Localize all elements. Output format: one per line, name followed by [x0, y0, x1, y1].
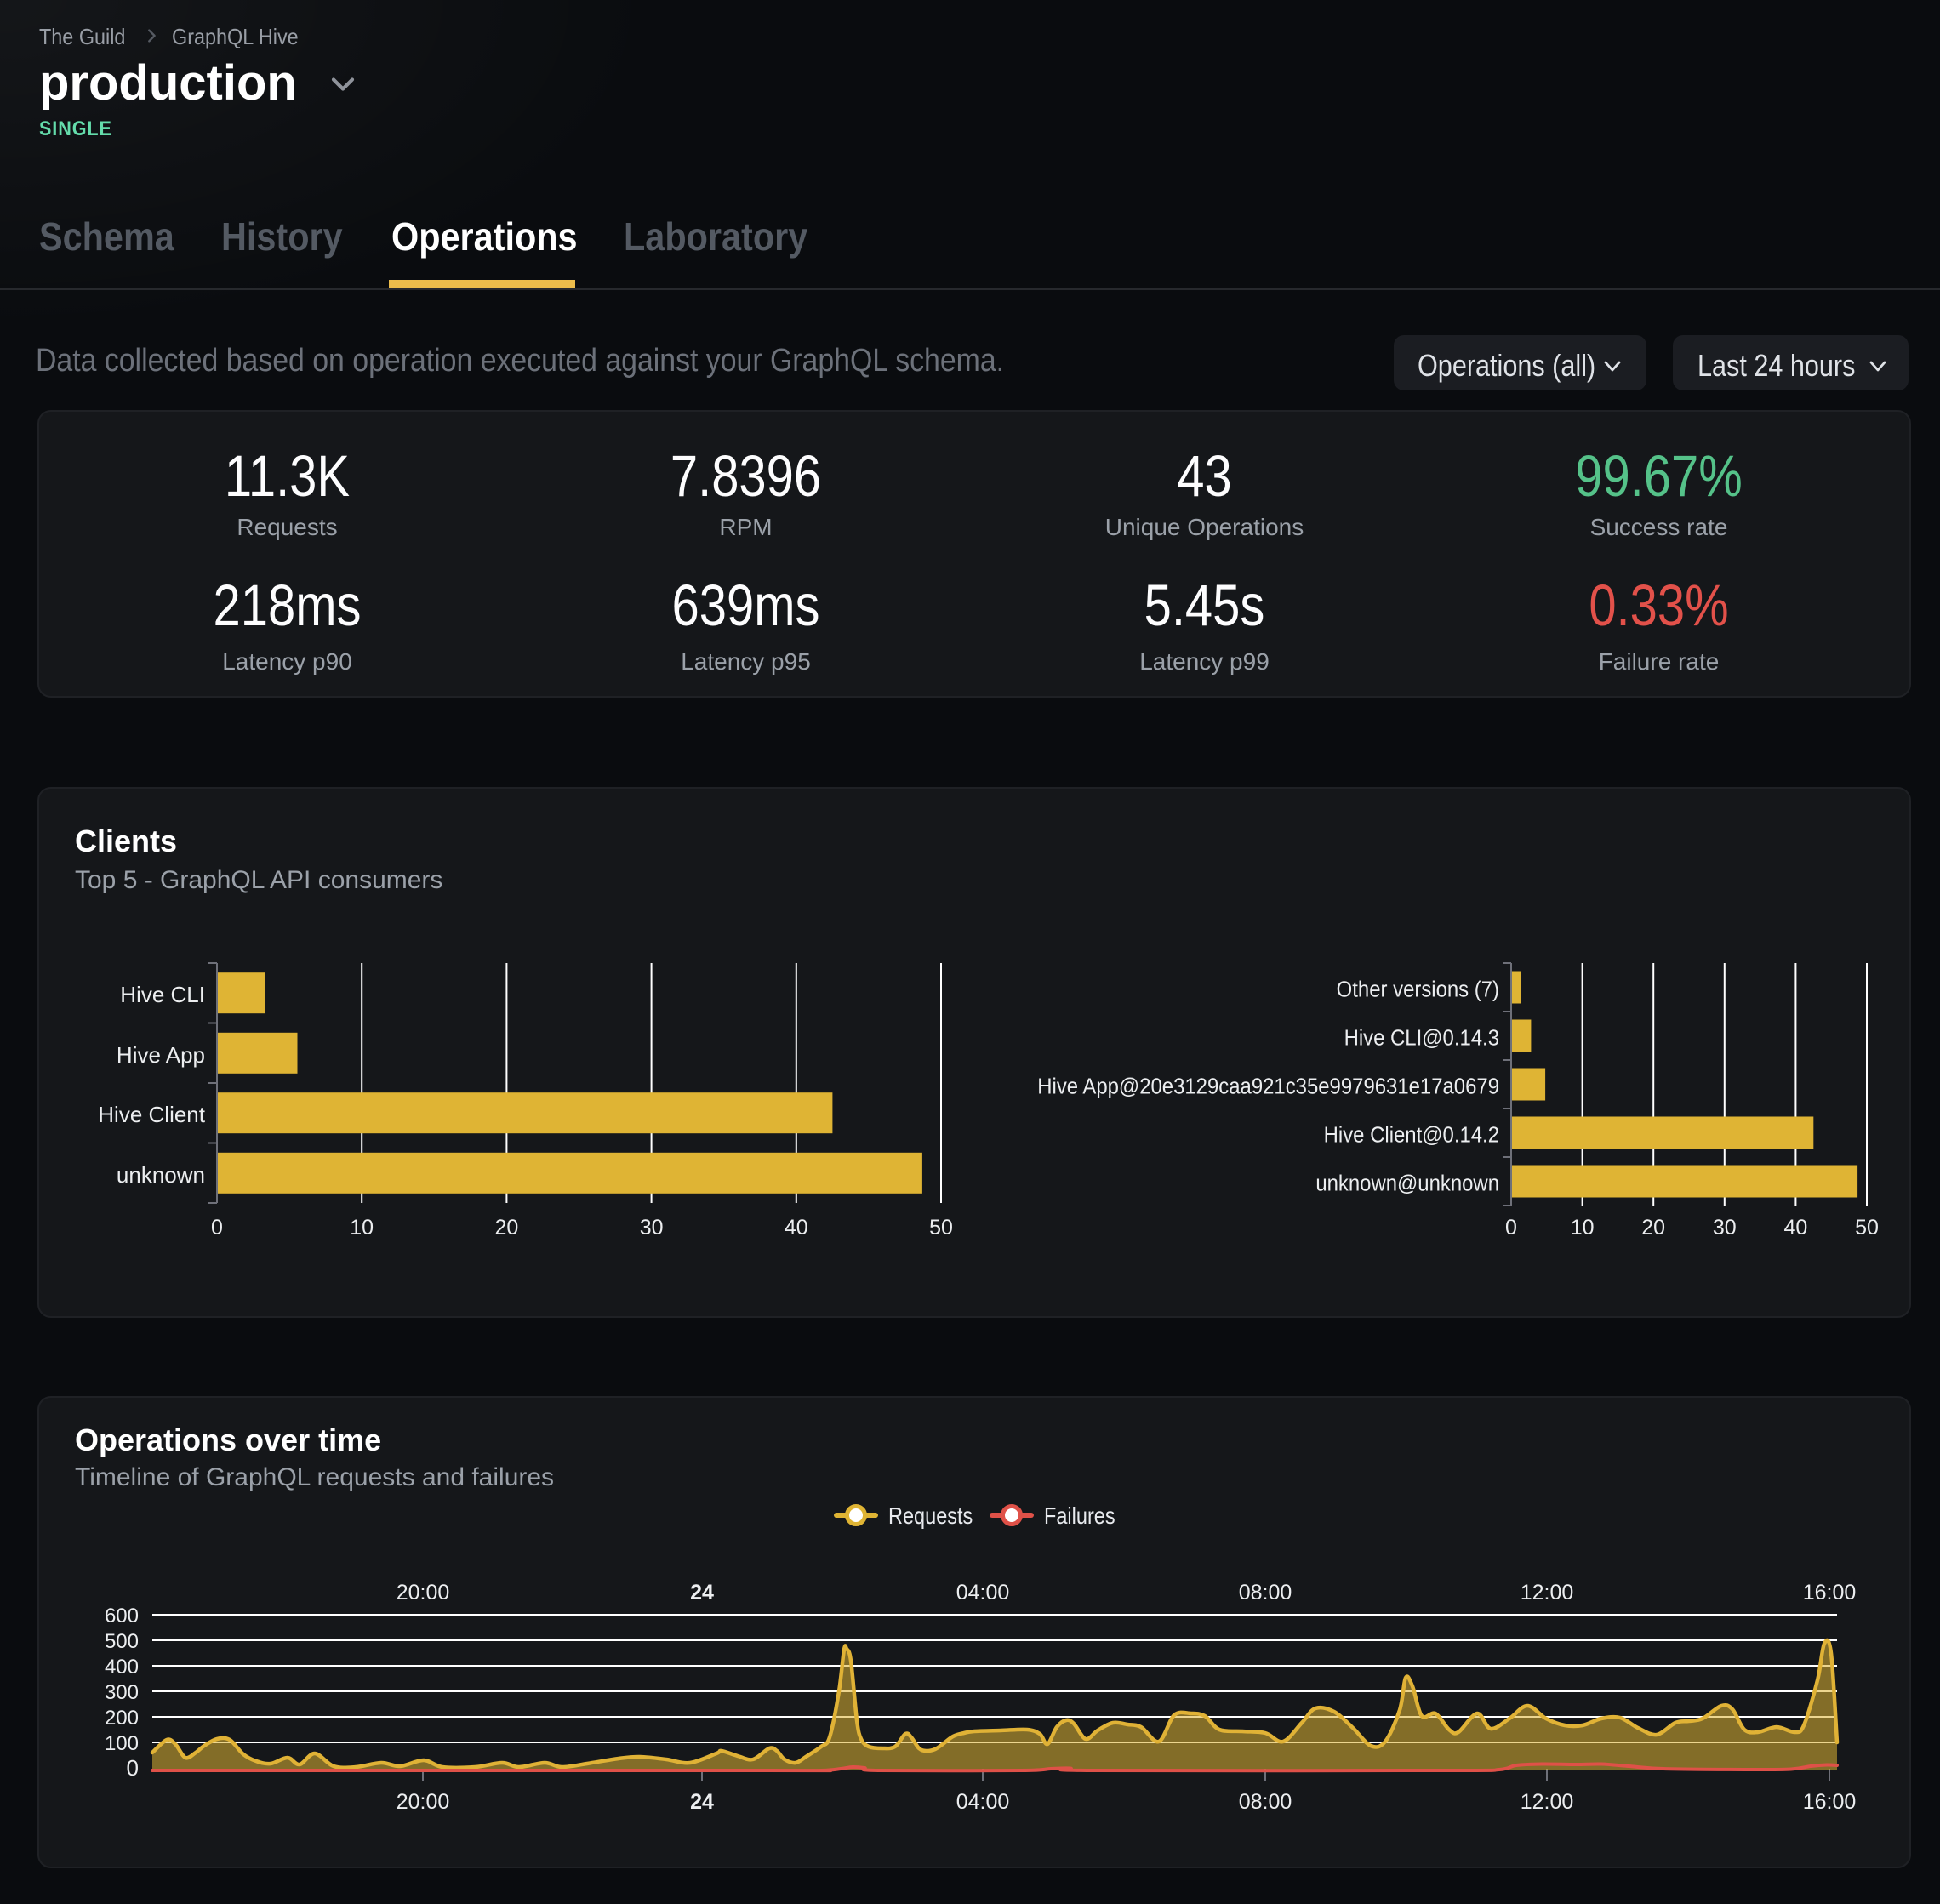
svg-text:12:00: 12:00 — [1521, 1581, 1574, 1605]
svg-text:20:00: 20:00 — [397, 1790, 450, 1814]
svg-text:10: 10 — [1571, 1216, 1595, 1240]
svg-text:30: 30 — [640, 1216, 664, 1240]
svg-text:50: 50 — [929, 1216, 953, 1240]
svg-text:400: 400 — [105, 1656, 139, 1679]
svg-text:30: 30 — [1713, 1216, 1737, 1240]
svg-text:Hive App: Hive App — [117, 1042, 205, 1068]
svg-text:200: 200 — [105, 1707, 139, 1730]
svg-text:04:00: 04:00 — [956, 1581, 1010, 1605]
svg-text:12:00: 12:00 — [1521, 1790, 1574, 1814]
svg-text:unknown: unknown — [117, 1162, 205, 1188]
svg-text:16:00: 16:00 — [1803, 1790, 1857, 1814]
svg-text:04:00: 04:00 — [956, 1790, 1010, 1814]
svg-text:40: 40 — [785, 1216, 808, 1240]
svg-text:16:00: 16:00 — [1803, 1581, 1857, 1605]
svg-text:500: 500 — [105, 1630, 139, 1653]
svg-text:0: 0 — [211, 1216, 223, 1240]
svg-text:20:00: 20:00 — [397, 1581, 450, 1605]
svg-text:Failures: Failures — [1044, 1503, 1116, 1529]
svg-text:100: 100 — [105, 1732, 139, 1755]
svg-text:50: 50 — [1855, 1216, 1879, 1240]
svg-text:20: 20 — [494, 1216, 518, 1240]
svg-text:Hive CLI: Hive CLI — [120, 982, 205, 1007]
svg-text:300: 300 — [105, 1681, 139, 1704]
svg-text:08:00: 08:00 — [1239, 1581, 1292, 1605]
svg-text:Hive Client: Hive Client — [98, 1102, 205, 1127]
svg-text:Hive Client@0.14.2: Hive Client@0.14.2 — [1324, 1123, 1499, 1148]
svg-text:40: 40 — [1783, 1216, 1807, 1240]
svg-text:0: 0 — [1505, 1216, 1517, 1240]
svg-text:08:00: 08:00 — [1239, 1790, 1292, 1814]
svg-text:24: 24 — [690, 1790, 714, 1814]
svg-text:0: 0 — [127, 1755, 139, 1781]
svg-text:20: 20 — [1641, 1216, 1665, 1240]
svg-text:Hive App@20e3129caa921c35e9979: Hive App@20e3129caa921c35e9979631e17a067… — [1037, 1075, 1499, 1099]
svg-text:Hive CLI@0.14.3: Hive CLI@0.14.3 — [1344, 1026, 1499, 1051]
svg-text:unknown@unknown: unknown@unknown — [1315, 1171, 1499, 1196]
svg-text:600: 600 — [105, 1605, 139, 1628]
svg-text:24: 24 — [690, 1581, 714, 1605]
svg-text:Other versions (7): Other versions (7) — [1337, 978, 1499, 1002]
svg-text:10: 10 — [350, 1216, 374, 1240]
svg-text:Requests: Requests — [888, 1503, 973, 1529]
